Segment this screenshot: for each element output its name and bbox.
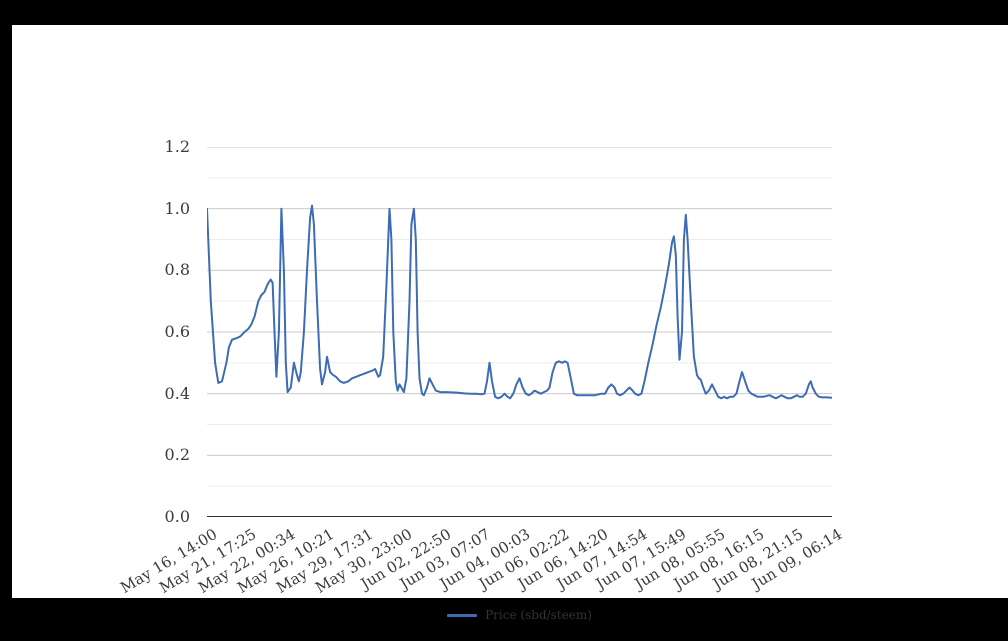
y-tick-label: 1.0 xyxy=(164,198,190,218)
x-tick-label: May 16, 14:00 xyxy=(117,525,221,597)
y-tick-label: 0.6 xyxy=(164,322,190,341)
chart-panel: 0.0 0.2 0.4 0.6 0.8 1.0 1.2 May 16, 14:00 May 2… xyxy=(12,25,1008,622)
price-line-chart xyxy=(207,147,832,517)
y-tick-label: 0.8 xyxy=(164,260,190,280)
legend-label: Price (sbd/steem) xyxy=(485,608,592,622)
plot-area xyxy=(207,147,832,517)
screenshot-root: 0.0 0.2 0.4 0.6 0.8 1.0 1.2 May 16, 14:00 May 2… xyxy=(12,25,1008,622)
y-tick-label: 0.0 xyxy=(164,507,190,526)
y-tick-label: 0.2 xyxy=(164,445,190,465)
y-tick-label: 1.2 xyxy=(164,137,190,156)
price-series-line xyxy=(207,204,832,400)
legend-line-swatch-icon xyxy=(447,613,478,617)
legend: Price (sbd/steem) xyxy=(207,608,832,622)
y-axis-labels: 0.0 0.2 0.4 0.6 0.8 1.0 1.2 xyxy=(130,137,198,526)
y-tick-label: 0.4 xyxy=(164,383,190,403)
